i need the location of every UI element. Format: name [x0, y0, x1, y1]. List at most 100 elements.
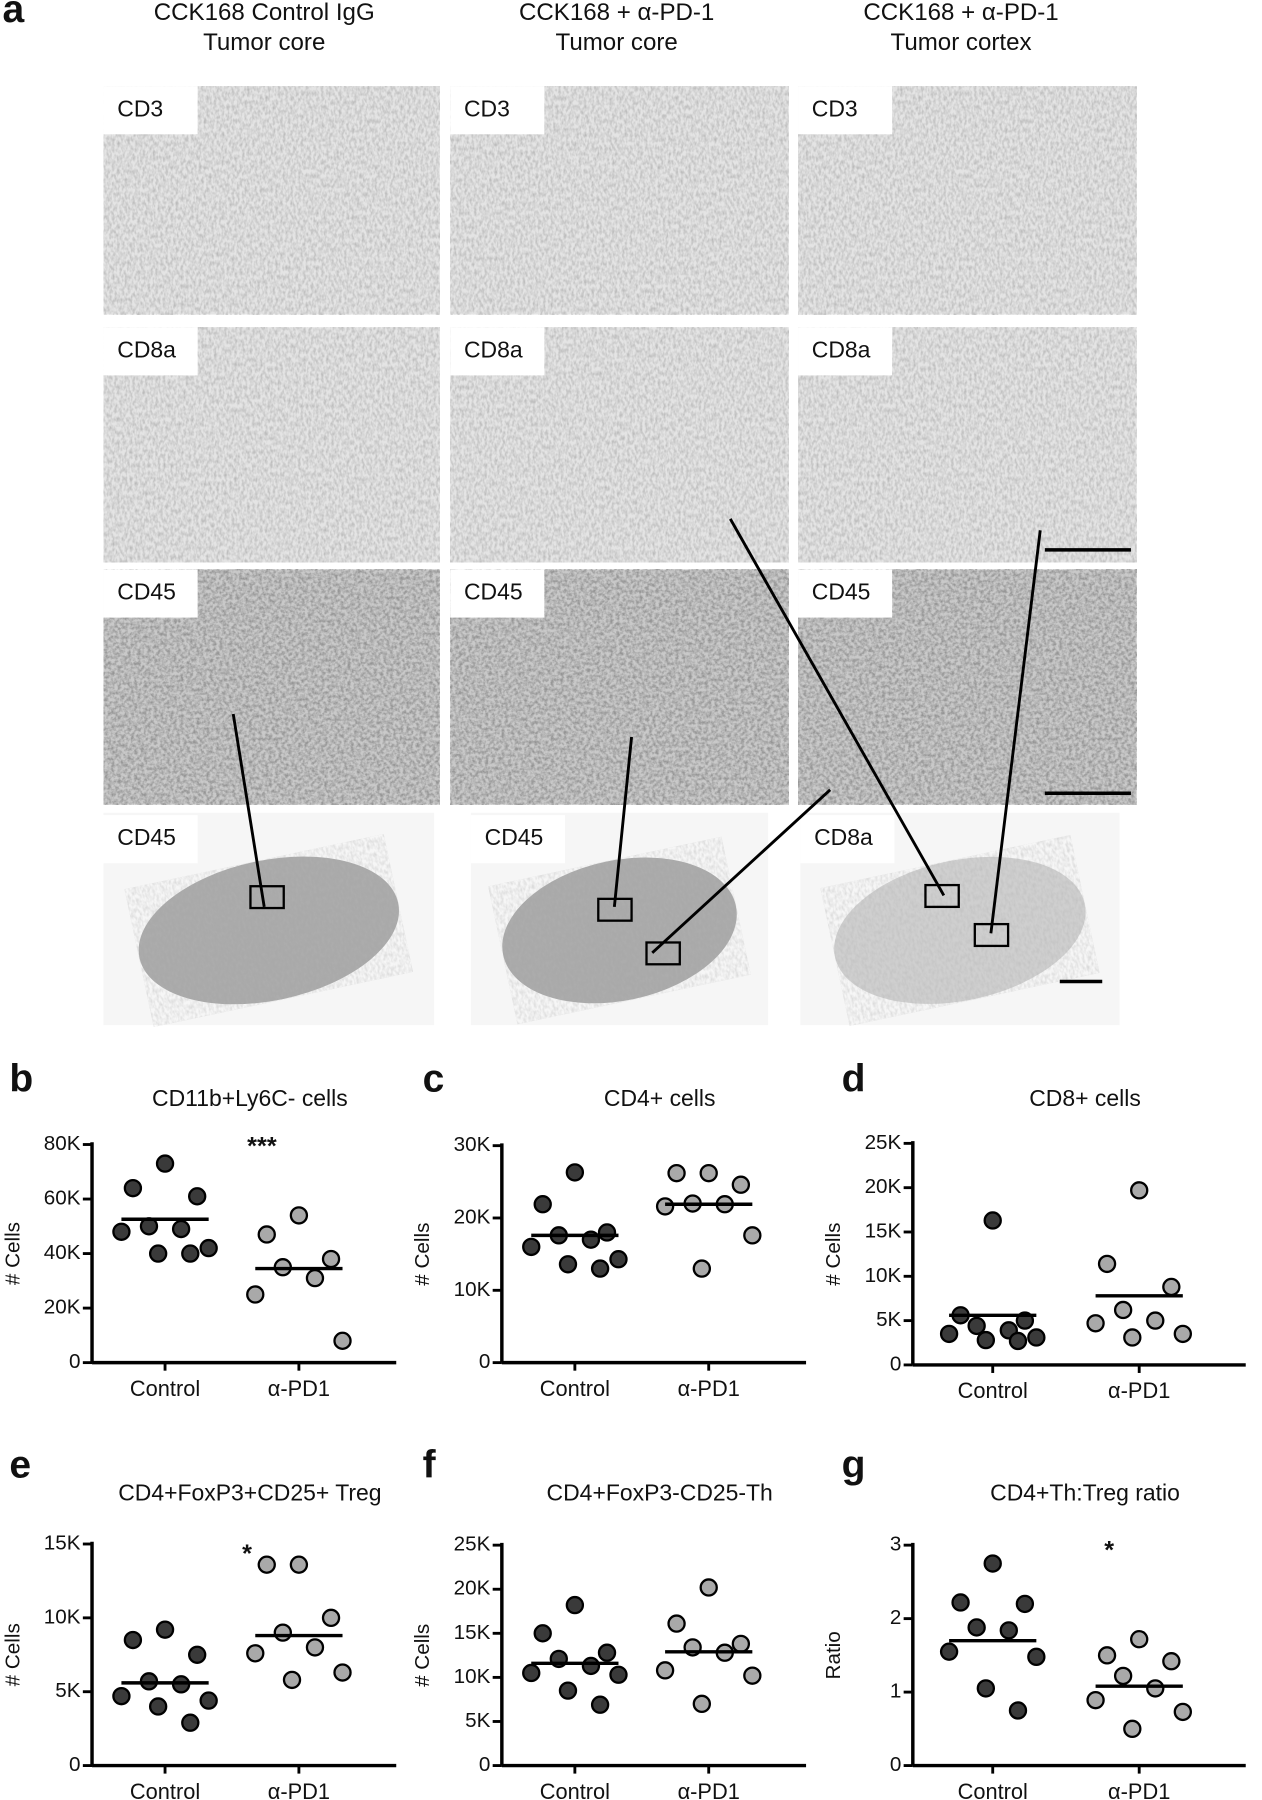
label-box: [798, 569, 893, 618]
dot-plot: e CD4+FoxP3+CD25+ Treg # Cells 0 5K 10K 15K Con…: [1, 1443, 397, 1800]
image-label: CD45: [464, 579, 523, 605]
data-point: [1086, 1690, 1105, 1710]
label-box: [103, 569, 198, 618]
column-header: Tumor cortex: [891, 29, 1032, 56]
data-point: [1008, 1331, 1028, 1351]
x-tick-label: Control: [958, 1378, 1028, 1403]
inset-box: [249, 885, 285, 910]
x-tick-label: α-PD1: [678, 1779, 740, 1800]
y-tick-label: 15K: [865, 1219, 902, 1242]
data-point: [1027, 1328, 1046, 1347]
y-tick-label: 2: [890, 1606, 901, 1629]
label-box: [103, 327, 198, 376]
panel-letter: b: [9, 1058, 33, 1101]
data-point: [983, 1211, 1002, 1230]
data-point: [273, 1623, 293, 1642]
label-box: [800, 815, 895, 864]
data-point: [731, 1175, 751, 1194]
connector-lines: [231, 518, 1042, 954]
data-point: [305, 1638, 325, 1657]
micrograph: CD8a: [798, 327, 1137, 563]
data-point: [188, 1645, 207, 1664]
inset-box: [645, 941, 681, 966]
micrograph: CD8a: [103, 327, 440, 563]
data-point: [148, 1697, 168, 1716]
data-point: [1173, 1324, 1193, 1344]
y-axis-label: # Cells: [822, 1223, 845, 1286]
data-point: [199, 1238, 218, 1258]
significance: *: [242, 1540, 252, 1568]
data-point: [246, 1285, 265, 1304]
label-box: [103, 86, 198, 135]
micrograph: CD45: [470, 812, 769, 1026]
data-point: [743, 1226, 762, 1245]
image-label: CD8a: [812, 336, 871, 362]
y-tick-label: 40K: [44, 1241, 81, 1264]
inset-box: [597, 897, 633, 922]
x-tick-label: Control: [958, 1779, 1028, 1800]
data-point: [999, 1621, 1018, 1640]
column-header: CCK168 + α-PD-1: [519, 0, 714, 26]
data-point: [699, 1163, 718, 1183]
image-label: CD45: [485, 824, 544, 850]
x-tick-label: Control: [130, 1779, 200, 1800]
image-label: CD8a: [464, 336, 523, 362]
panel-letter: a: [2, 0, 24, 31]
micrograph: CD8a: [800, 812, 1120, 1026]
data-point: [655, 1197, 675, 1216]
column-header: Tumor core: [556, 29, 678, 56]
data-point: [1097, 1646, 1117, 1665]
y-tick-label: 0: [69, 1350, 81, 1373]
data-point: [333, 1663, 352, 1682]
x-tick-label: α-PD1: [678, 1376, 740, 1401]
chart-title: CD8+ cells: [1029, 1085, 1141, 1111]
y-tick-label: 5K: [876, 1308, 901, 1331]
data-point: [1113, 1300, 1133, 1320]
tissue-texture: [138, 856, 399, 1005]
data-point: [1146, 1311, 1165, 1330]
inset-box: [924, 883, 960, 909]
y-tick-label: 20K: [454, 1205, 491, 1228]
y-tick-label: 0: [69, 1753, 81, 1776]
data-point: [609, 1250, 628, 1269]
data-point: [1113, 1666, 1133, 1686]
data-point: [246, 1644, 265, 1663]
micrograph: CD3: [798, 86, 1137, 315]
data-point: [155, 1154, 175, 1173]
panel-letter: g: [842, 1443, 866, 1486]
x-tick-label: α-PD1: [268, 1779, 330, 1800]
data-point: [181, 1244, 200, 1263]
y-axis-label: Ratio: [822, 1631, 845, 1679]
y-tick-label: 10K: [865, 1264, 902, 1287]
panel-letter: c: [423, 1058, 445, 1101]
y-tick-label: 5K: [55, 1679, 80, 1702]
y-tick-label: 15K: [44, 1531, 81, 1554]
micrograph: CD3: [450, 86, 789, 315]
data-point: [181, 1713, 200, 1732]
panel-letter: d: [842, 1058, 866, 1101]
data-point: [171, 1219, 191, 1239]
label-box: [450, 569, 545, 618]
data-point: [155, 1620, 175, 1639]
data-point: [951, 1593, 970, 1612]
data-point: [743, 1666, 762, 1685]
chart-title: CD4+FoxP3-CD25-Th: [547, 1480, 773, 1506]
micrograph: CD3: [103, 86, 440, 315]
data-point: [976, 1330, 996, 1350]
label-box: [470, 815, 565, 864]
data-point: [148, 1244, 168, 1263]
data-point: [199, 1691, 218, 1710]
x-tick-label: α-PD1: [1108, 1779, 1170, 1800]
y-tick-label: 20K: [865, 1175, 902, 1198]
y-tick-label: 0: [890, 1352, 901, 1375]
data-point: [522, 1237, 541, 1257]
image-label: CD8a: [814, 824, 873, 850]
y-axis-label: # Cells: [1, 1623, 24, 1686]
data-point: [1097, 1254, 1117, 1274]
image-label: CD8a: [117, 336, 176, 362]
y-tick-label: 0: [479, 1753, 491, 1776]
data-point: [112, 1686, 131, 1706]
data-point: [1027, 1647, 1046, 1667]
data-point: [112, 1222, 131, 1241]
y-tick-label: 20K: [454, 1577, 491, 1600]
